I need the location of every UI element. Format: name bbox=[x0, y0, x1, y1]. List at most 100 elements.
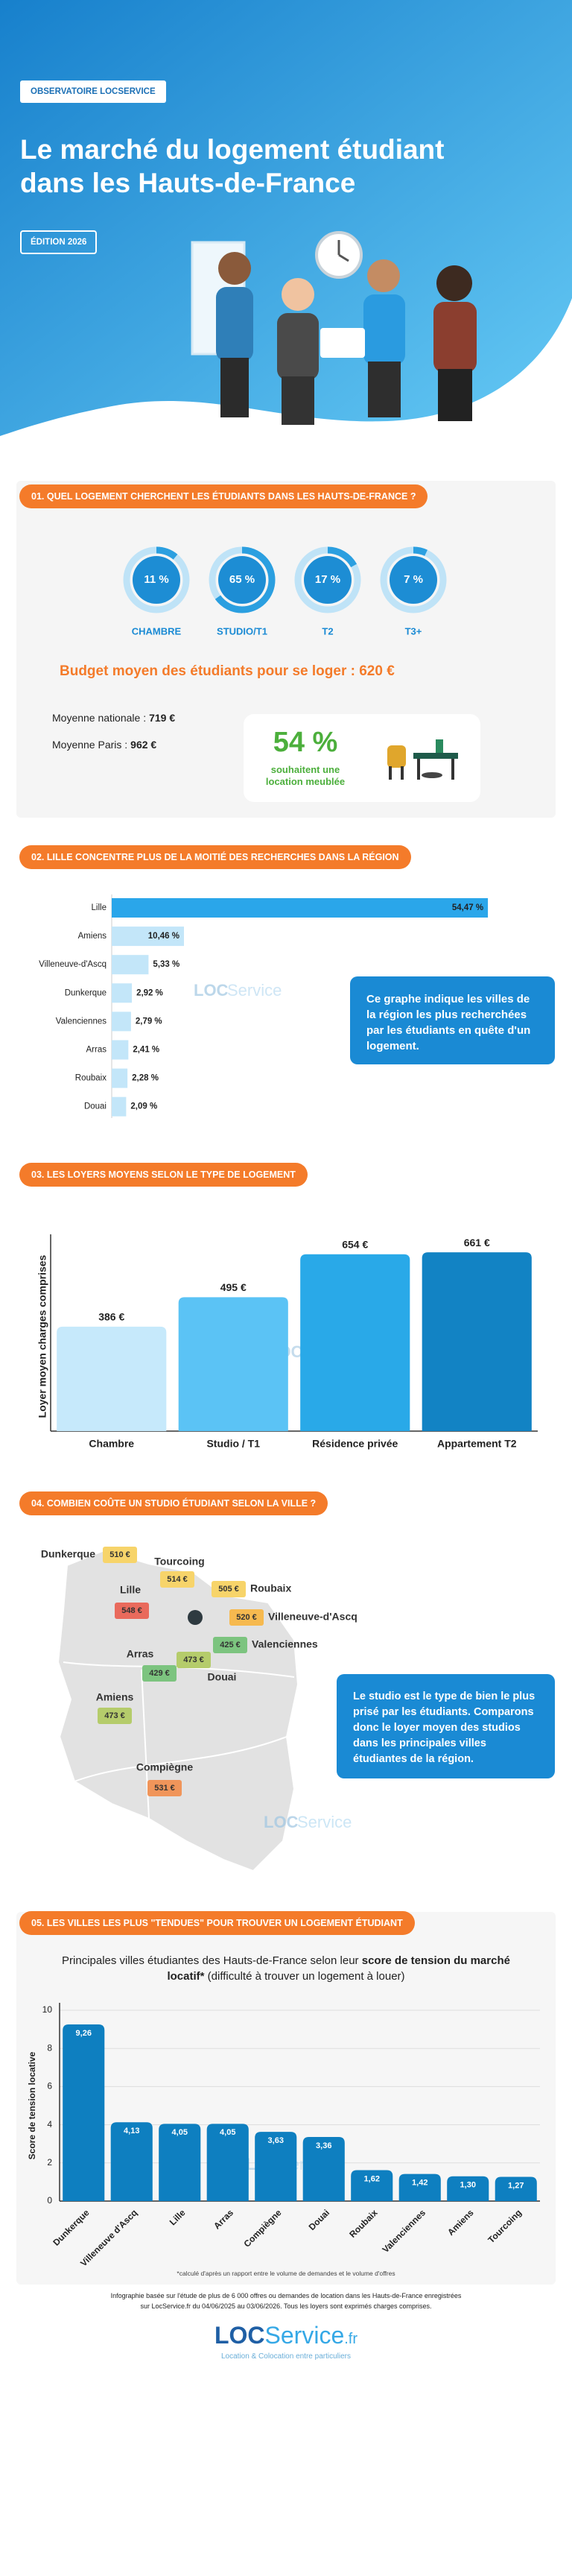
bullet-value: 719 € bbox=[149, 712, 176, 724]
value-label: 4,13 bbox=[124, 2127, 139, 2135]
value-label: 5,33 % bbox=[153, 960, 179, 969]
city-label: Lille bbox=[120, 1584, 141, 1596]
value-label: 65 % bbox=[229, 573, 255, 586]
city-label: Villeneuve-d'Ascq bbox=[268, 1611, 358, 1623]
logo-service: Service bbox=[264, 2322, 345, 2349]
bar bbox=[447, 2176, 489, 2201]
y-tick-label: 2 bbox=[47, 2157, 52, 2168]
subtitle-end: (difficulté à trouver un logement à loue… bbox=[207, 1970, 405, 1983]
city-label: Douai bbox=[208, 1671, 237, 1683]
value-label: 2,41 % bbox=[133, 1046, 159, 1055]
bar bbox=[300, 1254, 410, 1431]
y-tick-label: 6 bbox=[47, 2081, 52, 2092]
section-title: 03. LES LOYERS MOYENS SELON LE TYPE DE L… bbox=[19, 1163, 308, 1187]
price-label: 429 € bbox=[149, 1669, 170, 1678]
value-label: 3,63 bbox=[268, 2136, 284, 2145]
value-label: 1,30 bbox=[460, 2181, 476, 2190]
average-item: Moyenne Paris :962 € bbox=[52, 739, 156, 751]
y-tick-label: 8 bbox=[47, 2042, 52, 2053]
section-title: 01. QUEL LOGEMENT CHERCHENT LES ÉTUDIANT… bbox=[19, 484, 428, 508]
y-axis-label: Score de tension locative bbox=[27, 2051, 37, 2159]
x-tick-label: Chambre bbox=[89, 1438, 134, 1450]
furniture-icon bbox=[387, 739, 458, 780]
source: sur LocService.fr du 04/06/2025 au 03/06… bbox=[140, 2302, 432, 2310]
y-axis-label: Loyer moyen charges comprises bbox=[36, 1254, 48, 1418]
value-label: 661 € bbox=[464, 1237, 490, 1248]
furnished-text: location meublée bbox=[265, 776, 346, 787]
value-label: 7 % bbox=[404, 573, 423, 586]
ring-arc bbox=[380, 546, 447, 613]
section-title: 02. LILLE CONCENTRE PLUS DE LA MOITIÉ DE… bbox=[19, 845, 411, 869]
tagline: Location & Colocation entre particuliers bbox=[221, 2352, 351, 2361]
furnished-card bbox=[244, 714, 480, 802]
x-tick-label: Résidence privée bbox=[312, 1438, 398, 1450]
source: Infographie basée sur l'étude de plus de… bbox=[110, 2292, 462, 2299]
city-label: Arras bbox=[127, 1648, 154, 1660]
category-label: T3+ bbox=[405, 625, 422, 637]
value-label: 1,42 bbox=[412, 2179, 428, 2188]
city-label: Roubaix bbox=[250, 1582, 291, 1594]
y-tick-label: 10 bbox=[42, 2004, 53, 2015]
price-label: 510 € bbox=[109, 1550, 130, 1559]
bar bbox=[112, 955, 149, 975]
watermark: LOC bbox=[264, 1813, 299, 1831]
category-label: Villeneuve-d'Ascq bbox=[39, 960, 107, 969]
ring-arc bbox=[294, 546, 361, 613]
logo-fr: .fr bbox=[344, 2331, 358, 2347]
bar bbox=[159, 2124, 201, 2201]
price-label: 425 € bbox=[220, 1641, 241, 1650]
price-label: 473 € bbox=[104, 1711, 125, 1720]
footnote: *calculé d'après un rapport entre le vol… bbox=[177, 2270, 395, 2277]
price-label: 531 € bbox=[154, 1784, 175, 1793]
subtitle-start: Principales villes étudiantes des Hauts-… bbox=[62, 1954, 359, 1967]
value-label: 4,05 bbox=[220, 2128, 235, 2137]
bar bbox=[112, 1040, 129, 1060]
value-label: 17 % bbox=[315, 573, 340, 586]
chart-subtitle: Principales villes étudiantes des Hauts-… bbox=[48, 1953, 524, 1984]
header-badge: OBSERVATOIRE LOCSERVICE bbox=[20, 80, 166, 103]
price-badge bbox=[213, 1637, 247, 1653]
section-title: 04. COMBIEN COÛTE UN STUDIO ÉTUDIANT SEL… bbox=[19, 1491, 328, 1515]
furnished-value: 54 % bbox=[273, 727, 338, 758]
bar bbox=[495, 2176, 537, 2201]
price-badge bbox=[98, 1708, 132, 1724]
price-badge bbox=[103, 1547, 137, 1563]
value-label: 4,05 bbox=[172, 2128, 188, 2137]
city-label: Dunkerque bbox=[41, 1548, 95, 1560]
ring-center bbox=[218, 556, 266, 604]
value-label: 495 € bbox=[220, 1281, 247, 1293]
bullet-value: 962 € bbox=[130, 739, 157, 751]
category-label: Roubaix bbox=[75, 1074, 107, 1083]
price-badge bbox=[115, 1603, 149, 1619]
price-label: 548 € bbox=[121, 1606, 142, 1615]
city-label: Tourcoing bbox=[154, 1556, 204, 1568]
category-label: Valenciennes bbox=[56, 1017, 107, 1026]
city-label: Amiens bbox=[96, 1691, 134, 1703]
title: dans les Hauts-de-France bbox=[20, 168, 356, 198]
x-tick-label: Studio / T1 bbox=[206, 1438, 260, 1450]
bar bbox=[206, 2124, 249, 2201]
metro-dot bbox=[188, 1610, 203, 1625]
price-badge bbox=[229, 1609, 264, 1626]
section-title: 05. LES VILLES LES PLUS "TENDUES" POUR T… bbox=[19, 1911, 415, 1935]
value-label: 54,47 % bbox=[452, 903, 483, 912]
bar bbox=[112, 926, 184, 947]
bar bbox=[63, 2024, 105, 2201]
bar bbox=[351, 2170, 393, 2201]
bar bbox=[110, 2122, 153, 2201]
title: Le marché du logement étudiant bbox=[20, 134, 445, 165]
price-badge bbox=[160, 1571, 194, 1588]
furnished-text: souhaitent une bbox=[270, 764, 340, 775]
info-box: Ce graphe indique les villes de la régio… bbox=[350, 976, 555, 1064]
value-label: 9,26 bbox=[76, 2029, 92, 2038]
bar bbox=[112, 1096, 127, 1117]
bar bbox=[255, 2132, 297, 2201]
category-label: CHAMBRE bbox=[132, 625, 182, 637]
ring-arc bbox=[123, 546, 190, 613]
category-label: STUDIO/T1 bbox=[217, 625, 267, 637]
header-background bbox=[0, 0, 572, 436]
price-label: 473 € bbox=[183, 1655, 204, 1664]
category-label: Dunkerque bbox=[65, 988, 107, 997]
value-label: 2,28 % bbox=[132, 1074, 159, 1083]
price-badge bbox=[212, 1581, 246, 1597]
